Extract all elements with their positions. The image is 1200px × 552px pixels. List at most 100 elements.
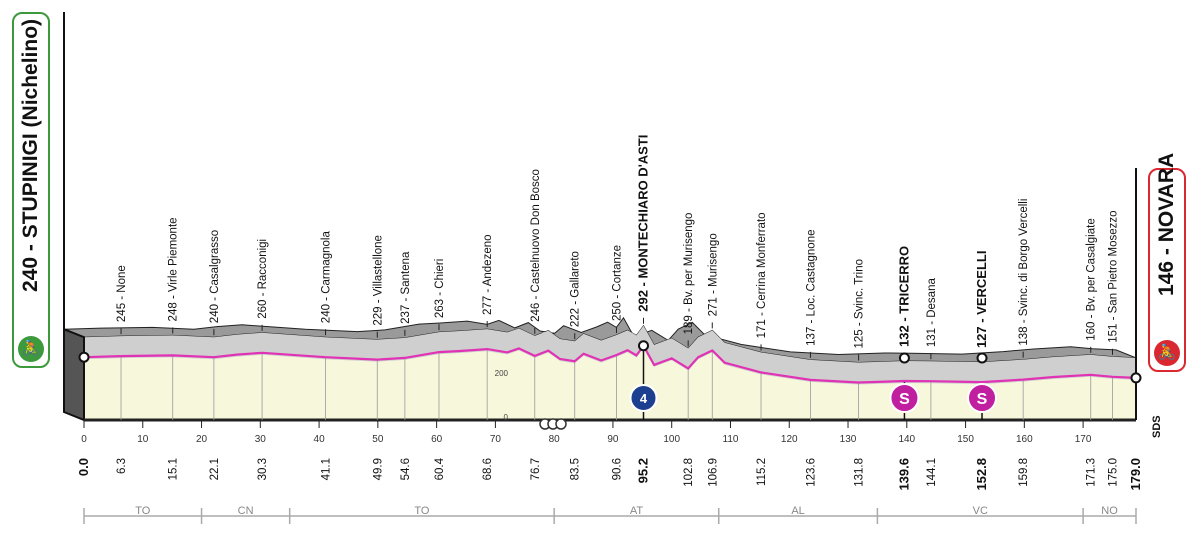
km-tick-label: 160	[1016, 434, 1033, 445]
waypoint-label: 229 - Villastellone	[372, 235, 384, 326]
elevation-axis-label: 0	[504, 413, 509, 422]
waypoint-km-label: 102.8	[683, 458, 695, 487]
finish-label: 146 - NOVARA	[1155, 152, 1178, 296]
km-tick-label: 10	[137, 434, 149, 445]
kom-category: 4	[640, 391, 648, 406]
waypoint-km-label: 83.5	[570, 458, 582, 480]
waypoint-label: 171 - Cerrina Monferrato	[756, 212, 768, 338]
waypoint-km-label: 106.9	[707, 458, 719, 487]
km-tick-label: 170	[1075, 434, 1092, 445]
kom-icon	[629, 384, 658, 412]
waypoint-km-label: 6.3	[116, 458, 128, 474]
km-tick-label: 140	[898, 434, 915, 445]
bike-icon: 🚴	[18, 336, 44, 362]
waypoint-label: 246 - Castelnuovo Don Bosco	[530, 169, 542, 322]
km-tick-label: 130	[840, 434, 857, 445]
province-label: CN	[238, 505, 254, 517]
province-label: NO	[1101, 505, 1118, 517]
province-label: VC	[973, 505, 988, 517]
waypoint-km-label: 171.3	[1086, 458, 1098, 487]
waypoint-km-label: 90.6	[611, 458, 623, 480]
waypoint-label: 189 - Bv. per Murisengo	[683, 213, 695, 335]
waypoint-label: 222 - Gallareto	[570, 251, 582, 327]
km-tick-label: 40	[314, 434, 326, 445]
waypoint-km-label: 144.1	[926, 458, 938, 487]
waypoint-label: 240 - Casalgrasso	[209, 230, 221, 323]
waypoint-label: 237 - Santena	[400, 251, 412, 324]
waypoint-label: 131 - Desana	[926, 278, 938, 348]
province-label: AL	[791, 505, 804, 517]
km-tick-label: 30	[255, 434, 267, 445]
finish-km-label: 179.0	[1128, 458, 1143, 491]
km-tick-label: 120	[781, 434, 798, 445]
waypoint-km-label: 22.1	[209, 458, 221, 480]
waypoint-label: 250 - Cortanze	[611, 245, 623, 321]
waypoint-km-label: 54.6	[400, 458, 412, 480]
province-label: TO	[135, 505, 151, 517]
km-tick-label: 90	[607, 434, 619, 445]
km-tick-label: 100	[663, 434, 680, 445]
sprint-symbol: S	[977, 391, 988, 408]
waypoint-km-label: 30.3	[257, 458, 269, 480]
race-markers: S S 4 SDS	[78, 340, 1163, 438]
waypoint-label: 260 - Racconigi	[257, 239, 269, 319]
sprint-point	[898, 352, 910, 364]
waypoint-label: 248 - Virle Piemonte	[168, 217, 180, 321]
waypoint-km-label: 49.9	[372, 458, 384, 480]
bike-icon: 🚴	[1154, 340, 1180, 366]
waypoint-km-label: 159.8	[1018, 458, 1030, 487]
waypoint-label: 240 - Carmagnola	[321, 231, 333, 324]
route-path	[83, 343, 1137, 384]
province-label: AT	[630, 505, 644, 517]
waypoint-label: 277 - Andezeno	[482, 234, 494, 315]
waypoint-km-label: 175.0	[1107, 458, 1119, 487]
finish-marker	[1130, 372, 1142, 384]
km-tick-label: 50	[372, 434, 384, 445]
km-tick-label: 110	[723, 434, 739, 445]
km-tick-label: 80	[549, 434, 561, 445]
waypoint-km-label: 76.7	[530, 458, 542, 480]
waypoint-km-label: 131.8	[854, 458, 866, 487]
waypoint-label: 160 - Bv. per Casalgiate	[1086, 218, 1098, 341]
sprint-symbol: S	[899, 391, 910, 408]
waypoint-label: 292 - MONTECHIARO D'ASTI	[635, 135, 650, 312]
km-tick-label: 20	[196, 434, 208, 445]
waypoint-km-label: 152.8	[974, 458, 989, 491]
waypoint-label: 245 - None	[116, 265, 128, 322]
km-tick-label: 0	[81, 434, 87, 445]
waypoint-km-label: 68.6	[482, 458, 494, 480]
start-km-label: 0.0	[76, 458, 91, 476]
waypoint-label: 125 - Svinc. Trino	[854, 259, 866, 348]
waypoint-km-label: 139.6	[896, 458, 911, 491]
elevation-axis-label: 200	[495, 369, 509, 378]
km-tick-label: 70	[490, 434, 502, 445]
finish-sign: 146 - NOVARA 🚴	[1148, 153, 1186, 372]
km-axis: 0 10 20 30 40 50 60 70 80 90 100 110 120 130 140 150 160…	[81, 420, 1092, 445]
km-tick-label: 150	[957, 434, 974, 445]
waypoint-label: 137 - Loc. Castagnone	[805, 230, 817, 346]
cobble-icon	[555, 418, 567, 430]
waypoint-label: 151 - San Pietro Mosezzo	[1107, 210, 1119, 342]
waypoint-km-label: 115.2	[756, 458, 768, 486]
province-label: TO	[414, 505, 430, 517]
sds-label: SDS	[1151, 415, 1163, 438]
kom-point	[637, 340, 649, 352]
start-sign: 240 - STUPINIGI (Nichelino) 🚴	[12, 12, 50, 368]
waypoint-label: 263 - Chieri	[434, 259, 446, 318]
waypoint-label: 132 - TRICERRO	[896, 246, 911, 347]
profile-plain	[84, 347, 1136, 420]
waypoint-km-label: 123.6	[805, 458, 817, 487]
waypoint-km-label: 60.4	[434, 457, 446, 480]
sprint-point	[976, 352, 988, 364]
waypoint-km-label: 95.2	[635, 458, 650, 483]
start-marker	[78, 351, 90, 363]
sprint-icon	[889, 383, 920, 413]
km-tick-label: 60	[431, 434, 443, 445]
route-line	[83, 343, 1137, 384]
waypoint-km-label: 15.1	[168, 458, 180, 480]
sprint-icon	[967, 383, 998, 413]
waypoint-labels: 245 - None 6.3 248 - Virle Piemonte 15.1 240…	[76, 135, 1143, 491]
province-band: TO CN TO AT AL VC NO	[83, 505, 1137, 524]
